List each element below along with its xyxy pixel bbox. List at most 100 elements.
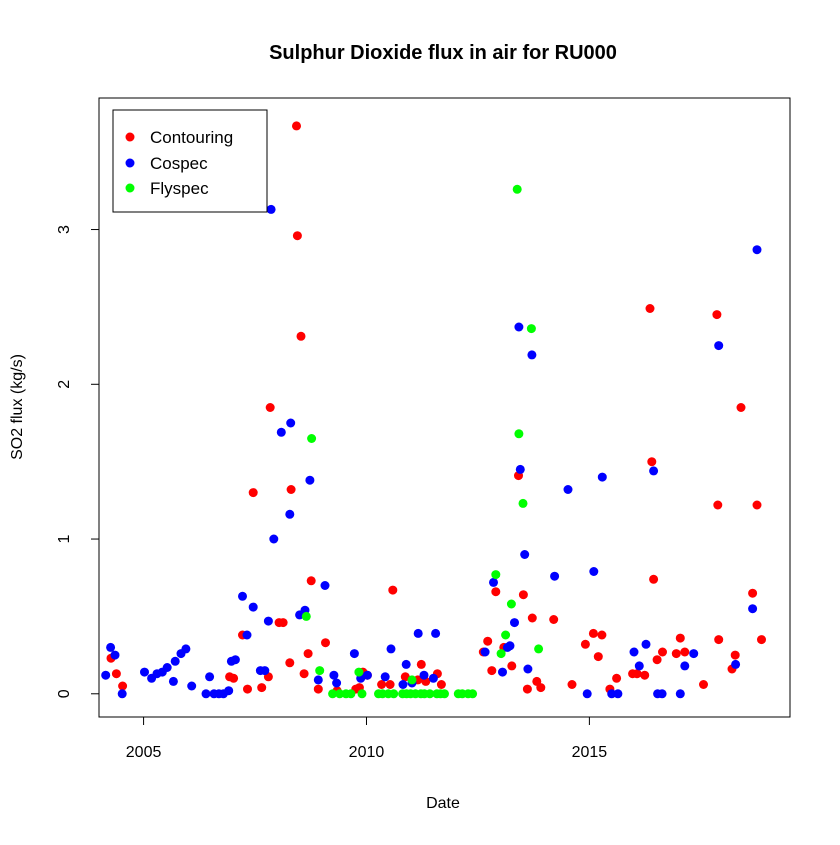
data-point-contouring [278, 618, 288, 628]
data-point-flyspec [514, 429, 524, 439]
data-point-cospec [260, 666, 270, 676]
data-point-cospec [263, 616, 273, 626]
data-point-contouring [265, 403, 275, 412]
data-point-contouring [593, 652, 603, 662]
data-point-contouring [647, 457, 657, 467]
data-point-flyspec [407, 675, 417, 685]
data-point-cospec [170, 656, 180, 666]
data-point-cospec [489, 577, 498, 587]
data-point-contouring [649, 574, 659, 584]
data-point-contouring [699, 680, 708, 689]
data-point-flyspec [328, 689, 338, 699]
data-point-flyspec [526, 324, 536, 334]
data-point-cospec [242, 630, 252, 640]
data-point-contouring [296, 331, 306, 341]
data-point-cospec [589, 567, 599, 576]
data-point-cospec [329, 670, 339, 680]
y-axis-label: SO2 flux (kg/s) [9, 354, 26, 460]
data-point-contouring [487, 666, 497, 676]
data-point-flyspec [389, 689, 399, 699]
data-point-flyspec [335, 689, 345, 699]
y-tick-label: 2 [56, 380, 73, 389]
data-point-cospec [607, 689, 617, 699]
legend: Contouring Cospec Flyspec [112, 109, 268, 213]
x-tick-label: 2015 [572, 744, 608, 761]
data-point-cospec [140, 667, 149, 677]
data-point-contouring [118, 681, 128, 691]
data-point-flyspec [354, 667, 364, 677]
data-point-contouring [416, 659, 426, 669]
data-point-cospec [498, 667, 507, 677]
y-axis: 0 1 2 3 [56, 225, 100, 698]
data-point-contouring [522, 684, 532, 694]
legend-label-cospec: Cospec [150, 154, 208, 173]
data-point-contouring [518, 590, 528, 600]
data-point-cospec [752, 245, 762, 255]
data-point-contouring [612, 673, 622, 683]
data-point-contouring [507, 661, 517, 671]
data-point-flyspec [496, 649, 506, 659]
data-point-cospec [480, 647, 490, 657]
y-tick-label: 1 [56, 534, 73, 543]
data-point-cospec [680, 661, 690, 671]
data-point-contouring [377, 680, 387, 689]
data-point-contouring [632, 669, 642, 679]
data-point-contouring [752, 500, 762, 510]
data-point-cospec [515, 464, 525, 474]
data-point-cospec [230, 655, 240, 665]
data-point-contouring [658, 647, 667, 657]
data-point-cospec [510, 618, 519, 628]
data-point-cospec [266, 204, 276, 214]
y-tick-label: 0 [56, 689, 73, 698]
data-point-cospec [187, 681, 197, 691]
data-point-contouring [748, 588, 758, 598]
data-point-cospec [419, 670, 429, 680]
data-point-cospec [563, 485, 573, 494]
data-point-contouring [111, 669, 121, 679]
data-point-contouring [286, 485, 296, 494]
data-point-cospec [276, 427, 286, 437]
data-point-flyspec [301, 611, 311, 621]
data-point-cospec [523, 664, 533, 674]
data-point-flyspec [518, 498, 528, 508]
data-point-flyspec [346, 689, 356, 699]
data-point-cospec [748, 604, 758, 614]
data-point-contouring [483, 636, 493, 646]
data-point-contouring [757, 635, 766, 645]
data-point-cospec [224, 686, 234, 696]
data-point-contouring [303, 649, 313, 659]
data-point-contouring [713, 500, 723, 510]
data-point-contouring [388, 585, 398, 595]
data-point-contouring [567, 680, 577, 689]
data-point-flyspec [491, 570, 501, 580]
data-point-contouring [549, 615, 559, 624]
data-point-flyspec [315, 666, 325, 676]
data-point-cospec [106, 642, 116, 652]
data-point-contouring [285, 658, 295, 668]
data-point-cospec [269, 534, 279, 544]
data-point-contouring [491, 587, 501, 597]
data-point-cospec [162, 663, 172, 672]
data-point-cospec [401, 659, 411, 669]
data-point-contouring [400, 672, 410, 682]
data-point-contouring [652, 655, 662, 665]
data-point-cospec [675, 689, 685, 699]
legend-marker-cospec [125, 158, 135, 168]
data-point-cospec [689, 649, 699, 659]
data-point-flyspec [468, 689, 478, 699]
data-point-cospec [514, 322, 524, 332]
data-point-cospec [362, 670, 372, 680]
data-point-cospec [313, 675, 323, 685]
series-cospec [101, 204, 762, 699]
data-point-contouring [714, 635, 724, 645]
data-point-cospec [550, 571, 560, 581]
data-point-contouring [313, 684, 323, 694]
data-point-cospec [641, 639, 651, 649]
legend-label-contouring: Contouring [150, 128, 233, 147]
data-point-cospec [629, 647, 639, 657]
data-point-contouring [640, 670, 650, 680]
data-point-cospec [286, 418, 296, 428]
data-point-cospec [110, 650, 120, 660]
x-tick-label: 2010 [349, 744, 385, 761]
